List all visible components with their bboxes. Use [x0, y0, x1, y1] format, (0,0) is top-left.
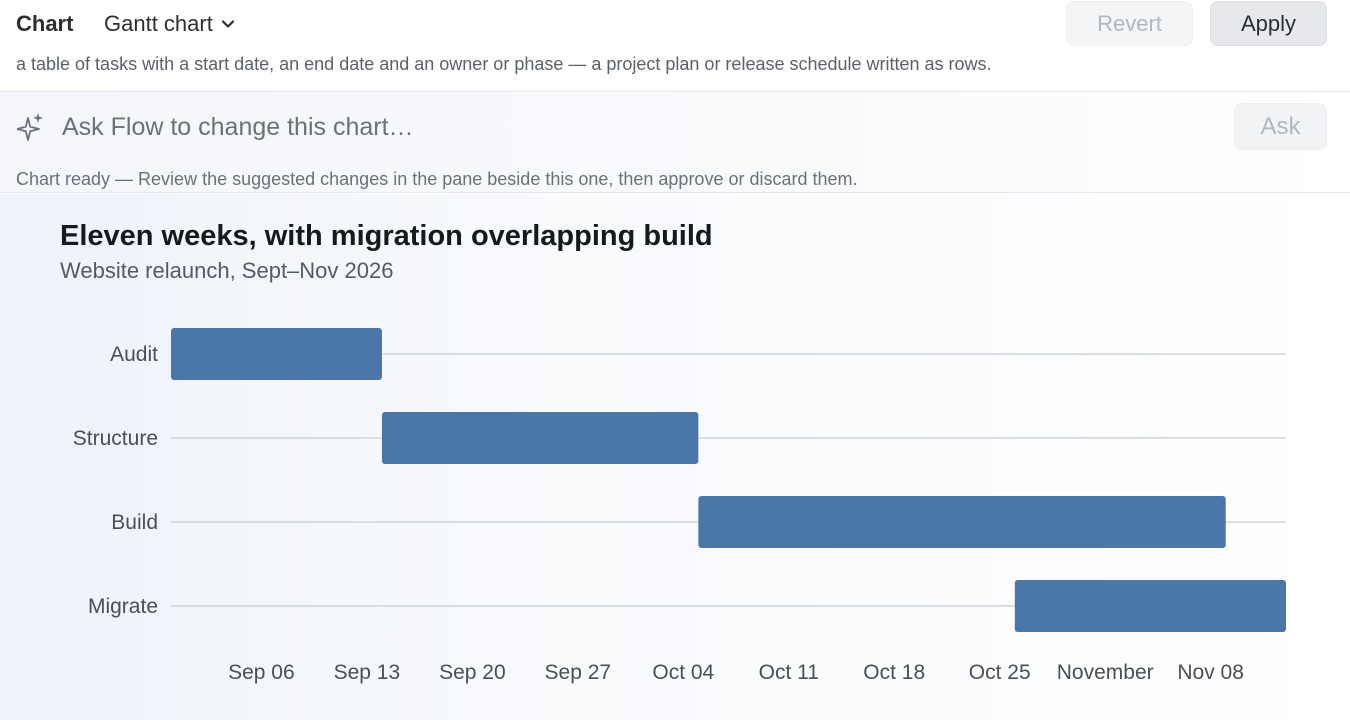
x-tick-label: Sep 06 [228, 661, 295, 684]
x-tick-label: Oct 18 [863, 661, 925, 684]
status-message: Chart ready — Review the suggested chang… [16, 169, 858, 189]
x-tick-label: Sep 13 [334, 661, 401, 684]
task-label: Audit [110, 343, 158, 366]
section-label: Chart [16, 11, 74, 36]
chart-subtitle: Website relaunch, Sept–Nov 2026 [60, 258, 394, 283]
x-tick-label: Oct 25 [969, 661, 1031, 684]
x-tick-label: Oct 04 [652, 661, 714, 684]
task-label: Build [111, 511, 158, 534]
chart-type-value: Gantt chart [104, 11, 213, 36]
x-tick-label: Oct 11 [759, 661, 819, 684]
chart-title: Eleven weeks, with migration overlapping… [60, 220, 713, 252]
task-label: Structure [73, 427, 158, 450]
x-tick-label: Nov 08 [1177, 661, 1244, 684]
x-tick-label: Sep 20 [439, 661, 506, 684]
revert-button[interactable]: Revert [1066, 1, 1193, 46]
chart-panel: Eleven weeks, with migration overlapping… [0, 194, 1350, 720]
ask-flow-bar: Ask Chart ready — Review the suggested c… [0, 92, 1350, 193]
apply-button[interactable]: Apply [1210, 1, 1327, 46]
sparkle-icon [17, 113, 43, 141]
chart-type-dropdown[interactable]: Gantt chart [104, 11, 235, 37]
gantt-plot: Audit Structure Build Migrate Sep 06 Sep 13 Se… [73, 328, 1286, 684]
chart-type-description: a table of tasks with a start date, an e… [16, 54, 992, 74]
x-tick-label: November [1057, 661, 1154, 684]
x-tick-label: Sep 27 [545, 661, 612, 684]
task-bar [1014, 580, 1286, 632]
ask-button[interactable]: Ask [1234, 103, 1327, 150]
task-label: Migrate [88, 595, 158, 618]
task-bar [698, 496, 1226, 548]
chevron-down-icon [221, 20, 234, 28]
chart-settings-header: Chart Gantt chart a table of tasks with … [0, 0, 1350, 92]
ask-input[interactable] [62, 110, 1212, 144]
task-bar [381, 412, 699, 464]
task-bar [171, 328, 382, 380]
